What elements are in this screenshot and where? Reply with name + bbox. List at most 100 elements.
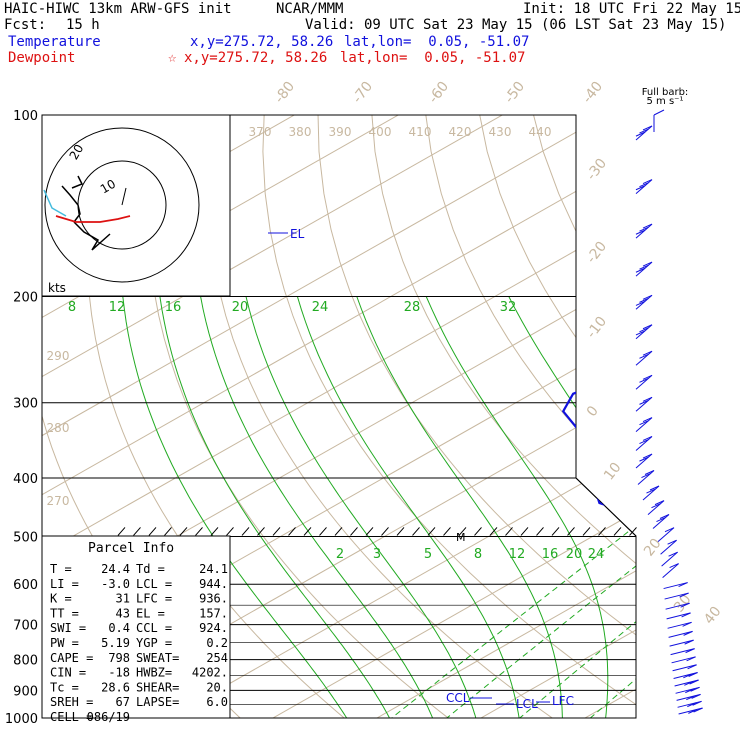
dry-adiabat-line xyxy=(423,115,636,718)
parcel-info-value: 086/19 xyxy=(87,710,130,724)
parcel-info-value: 43 xyxy=(116,606,130,620)
dry-adiabat-line xyxy=(582,115,636,718)
temperature-profile-line xyxy=(727,115,740,718)
wind-barb-flag xyxy=(642,417,653,423)
wind-barb-flag xyxy=(682,621,692,627)
wind-barb-staff xyxy=(667,621,692,629)
parcel-info-value: 4202. xyxy=(192,666,228,680)
dry-adiabat-label: 280 xyxy=(47,421,70,435)
wind-barb-flag xyxy=(635,229,646,235)
mixing-ratio-line xyxy=(687,283,740,731)
hatch-mark xyxy=(210,527,219,536)
wind-barb-flag xyxy=(654,500,665,506)
wind-barb-staff xyxy=(635,453,653,469)
hatch-mark xyxy=(241,527,250,536)
wind-barb-flag xyxy=(690,686,700,692)
wind-barb-flag xyxy=(639,264,649,270)
parcel-info-label: SWI = xyxy=(50,621,86,635)
isotherm-line xyxy=(354,115,636,718)
hatch-mark xyxy=(582,527,591,536)
mixing-ratio-label: 16 xyxy=(542,547,559,562)
theta-label: 380 xyxy=(289,125,312,139)
dewpoint-legend: Dewpoint xyxy=(8,50,76,66)
mixing-ratio-label: 12 xyxy=(509,547,526,562)
mixing-ratio-label: 3 xyxy=(373,547,381,562)
wind-barb-flag xyxy=(685,648,695,654)
wind-barb-flag xyxy=(639,456,649,462)
wind-barb-staff xyxy=(666,612,691,620)
freezing-level-label: M xyxy=(456,531,466,544)
el-label: EL xyxy=(290,227,305,241)
isotherm-label: -70 xyxy=(350,79,377,107)
wind-barb-flag xyxy=(687,664,697,670)
hatch-mark xyxy=(319,527,327,536)
lcl-label: LCL xyxy=(516,697,538,711)
wind-barb-flag xyxy=(642,374,653,380)
wind-barb-staff xyxy=(661,551,678,567)
temperature-legend: Temperature xyxy=(8,34,101,50)
wind-barb-flag xyxy=(642,179,653,185)
wind-barb-flag xyxy=(639,128,649,134)
hatch-mark xyxy=(381,527,389,536)
wind-barb-flag xyxy=(684,680,694,686)
hatch-mark xyxy=(613,527,622,536)
hatch-mark xyxy=(303,527,312,536)
parcel-info-value: 24.4 xyxy=(101,562,130,576)
theta-label: 430 xyxy=(489,125,512,139)
wind-barb-flag xyxy=(688,708,698,714)
org-label: NCAR/MMM xyxy=(276,1,344,17)
wind-barb-flag xyxy=(635,131,646,137)
lfc-label: LFC xyxy=(552,694,574,708)
wind-barb-flag xyxy=(651,503,661,509)
parcel-info-value: 0.4 xyxy=(108,621,130,635)
wind-barb-flag xyxy=(681,612,691,618)
wind-barb-flag xyxy=(693,707,703,713)
wind-barb-flag xyxy=(686,695,696,701)
hatch-mark xyxy=(489,527,498,536)
hodograph-rings xyxy=(43,127,200,283)
wind-barb-flag xyxy=(639,399,649,405)
hodograph-trace-low xyxy=(73,221,111,251)
hatch-mark xyxy=(148,527,157,536)
moist-adiabat-line xyxy=(607,296,636,718)
theta-label: 410 xyxy=(409,125,432,139)
parcel-info-label: LFC = xyxy=(136,592,172,606)
parcel-info-value: 28.6 xyxy=(101,680,130,694)
parcel-info-label: CCL = xyxy=(136,621,172,635)
mixing-ratio-label: 28 xyxy=(404,300,421,315)
moist-adiabat-line xyxy=(159,296,397,718)
pressure-tick-label: 900 xyxy=(13,684,38,699)
parcel-info-label: CAPE = xyxy=(50,651,93,665)
parcel-info-label: K = xyxy=(50,592,72,606)
mixing-ratio-label: 20 xyxy=(566,547,583,562)
parcel-info-value: 5.19 xyxy=(101,636,130,650)
isotherm-label: -40 xyxy=(580,79,607,107)
pressure-tick-label: 500 xyxy=(13,530,38,545)
parcel-info-label: CELL = xyxy=(50,710,93,724)
wind-barb-flag xyxy=(683,630,693,636)
wind-barb-flag xyxy=(641,473,651,479)
hatch-mark xyxy=(365,527,374,536)
pressure-tick-label: 1000 xyxy=(5,712,38,727)
wind-barb-flag xyxy=(639,182,649,188)
isotherm-line xyxy=(42,115,636,718)
wind-barb-flag xyxy=(679,592,689,598)
wind-barb-staff xyxy=(635,396,653,412)
wind-barb-staff xyxy=(671,656,696,664)
theta-label: 420 xyxy=(449,125,472,139)
lower-panel-diagonal xyxy=(575,477,637,537)
hatch-mark xyxy=(412,527,420,536)
isotherm-line xyxy=(562,115,636,718)
isotherm-line xyxy=(42,115,636,718)
isotherm-label: 40 xyxy=(701,604,725,628)
theta-label: 390 xyxy=(329,125,352,139)
hatch-mark xyxy=(474,527,482,536)
dewpoint-xy: x,y=275.72, 58.26 xyxy=(184,50,328,66)
pressure-tick-label: 600 xyxy=(13,578,38,593)
parcel-info-value: -18 xyxy=(108,666,130,680)
dry-adiabat-line xyxy=(689,102,740,727)
wind-barb-staff xyxy=(637,470,655,485)
wind-barb-flag xyxy=(635,301,646,306)
mixing-ratio-line xyxy=(640,283,740,731)
